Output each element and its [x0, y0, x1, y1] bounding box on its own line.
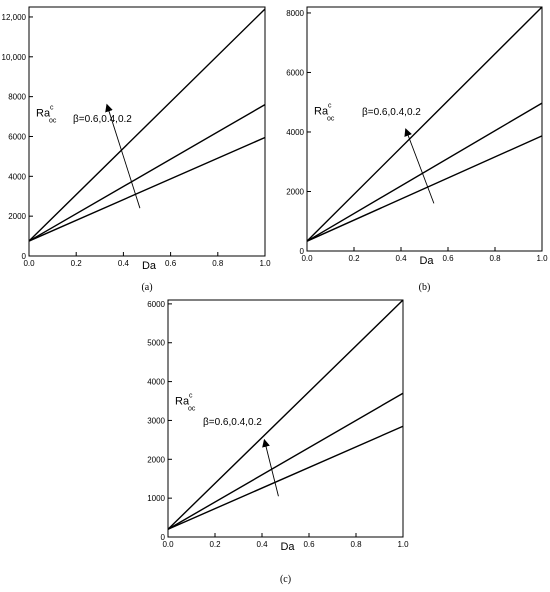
- panel-b-x-tick-label: 1.0: [536, 254, 548, 263]
- panel-c-plot-frame: [167, 299, 404, 538]
- chart-panel-a: 0.0 0.2 0.4 0.6 0.8 1.0 0 2000 4000 6000 8000 10,00…: [2, 6, 271, 293]
- panel-a-y-tick-label: 0: [22, 252, 27, 261]
- panel-c-y-tick-label: 4000: [147, 378, 165, 387]
- panel-c-x-tick-label: 0.4: [256, 540, 268, 549]
- panel-a-caption: (a): [141, 282, 152, 293]
- panel-b-y-tick-label: 8000: [286, 9, 304, 18]
- panel-a-x-tick-label: 0.8: [212, 259, 224, 268]
- panel-a-y-tick-label: 10,000: [2, 53, 27, 62]
- panel-a-series-line-3: [28, 136, 266, 242]
- panel-a-y-tick-label: 6000: [8, 132, 26, 141]
- panel-b-y-axis-label-superscript: c: [328, 102, 332, 109]
- panel-a-y-tick-label: 8000: [8, 93, 26, 102]
- panel-c-x-tick-label: 0.2: [209, 540, 221, 549]
- chart-panel-c: 0.0 0.2 0.4 0.6 0.8 1.0 0 1000 2000 3000 4000 5000 6…: [147, 299, 409, 585]
- panel-a-y-tick-label: 4000: [8, 172, 26, 181]
- panel-c-y-axis-label-subscript: oc: [188, 405, 196, 412]
- panel-a-x-tick-label: 1.0: [259, 259, 271, 268]
- panel-c-y-tick-label: 3000: [147, 416, 165, 425]
- panel-b-x-tick-label: 0.4: [395, 254, 407, 263]
- panel-b-x-axis-label: Da: [419, 255, 434, 267]
- panel-b-series-line-1: [306, 6, 543, 242]
- panel-b-caption: (b): [419, 282, 431, 293]
- panel-a-plot-frame: [28, 6, 266, 257]
- panel-b-x-tick-label: 0.2: [348, 254, 360, 263]
- panel-a-y-tick-label: 2000: [8, 212, 26, 221]
- panel-c-x-tick-label: 0.6: [303, 540, 315, 549]
- panel-c-series-line-3: [167, 425, 404, 530]
- panel-b-y-axis-label: Ra: [314, 105, 329, 117]
- panel-a-y-axis-label: Ra: [36, 108, 51, 120]
- panel-c-x-axis-label: Da: [280, 541, 295, 553]
- panel-c-y-tick-label: 1000: [147, 494, 165, 503]
- panel-b-x-tick-label: 0.6: [442, 254, 454, 263]
- panel-b-x-tick-label: 0.0: [301, 254, 313, 263]
- panel-a-series-line-2: [28, 104, 266, 242]
- panel-c-y-tick-label: 6000: [147, 300, 165, 309]
- panel-c-y-axis-label: Ra: [175, 395, 190, 407]
- panel-a-annotation-label: β=0.6,0.4,0.2: [73, 114, 132, 125]
- panel-a-x-tick-label: 0.2: [71, 259, 83, 268]
- panel-a-x-tick-label: 0.4: [118, 259, 130, 268]
- panel-c-y-tick-label: 2000: [147, 455, 165, 464]
- panel-a-y-axis-label-superscript: c: [50, 105, 54, 112]
- panel-a-series-line-1: [28, 8, 266, 242]
- panel-a-y-axis-label-subscript: oc: [49, 118, 57, 125]
- panel-c-y-tick-label: 0: [161, 533, 166, 542]
- panel-b-y-tick-label: 0: [300, 247, 305, 256]
- chart-panel-b: 0.0 0.2 0.4 0.6 0.8 1.0 0 2000 4000 6000 8000 β=0.6…: [286, 6, 548, 293]
- panel-c-y-axis-label-superscript: c: [189, 392, 193, 399]
- panel-c-x-tick-label: 0.8: [350, 540, 362, 549]
- panel-c-x-tick-label: 0.0: [162, 540, 174, 549]
- panel-c-x-tick-label: 1.0: [397, 540, 409, 549]
- panel-a-trend-arrow: [105, 103, 141, 209]
- panel-c-series-line-2: [167, 392, 404, 530]
- panel-c-y-tick-label: 5000: [147, 339, 165, 348]
- panel-a-x-axis-label: Da: [142, 260, 157, 272]
- panel-b-trend-arrow: [404, 128, 435, 204]
- panel-a-y-tick-label: 12,000: [2, 13, 27, 22]
- panel-b-annotation-label: β=0.6,0.4,0.2: [362, 107, 421, 118]
- panel-c-annotation-label: β=0.6,0.4,0.2: [203, 417, 262, 428]
- panel-b-series-line-2: [306, 102, 543, 242]
- panel-b-plot-frame: [306, 6, 543, 252]
- panel-c-series-line-1: [167, 299, 404, 530]
- panel-c-caption: (c): [280, 574, 291, 585]
- panel-a-x-tick-label: 0.0: [23, 259, 35, 268]
- panel-b-series-line-3: [306, 135, 543, 242]
- panel-b-y-axis-label-subscript: oc: [327, 115, 335, 122]
- panel-a-x-tick-label: 0.6: [165, 259, 177, 268]
- panel-b-y-tick-label: 4000: [286, 128, 304, 137]
- panel-b-x-tick-label: 0.8: [489, 254, 501, 263]
- panel-b-y-tick-label: 6000: [286, 68, 304, 77]
- panel-c-trend-arrow: [262, 438, 279, 497]
- panel-b-y-tick-label: 2000: [286, 187, 304, 196]
